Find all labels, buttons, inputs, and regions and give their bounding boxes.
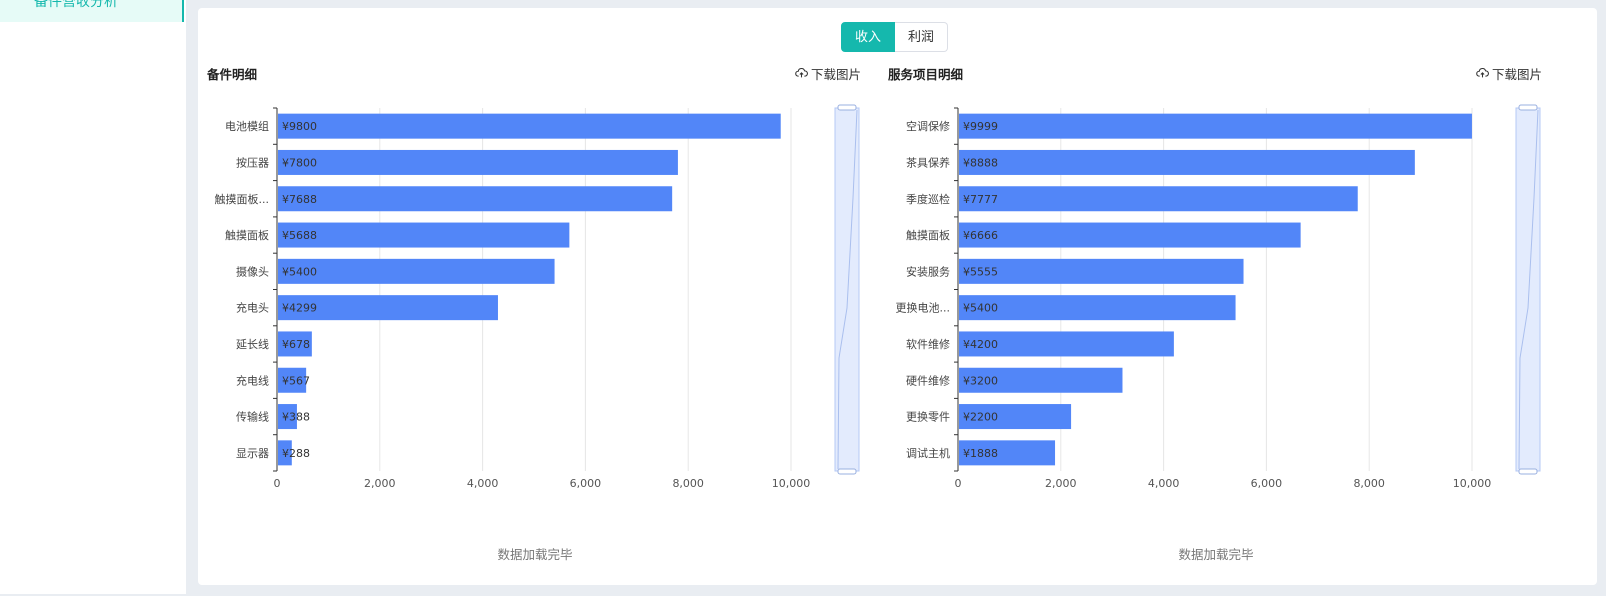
category-label: 软件维修 bbox=[906, 337, 950, 351]
bar bbox=[959, 367, 1123, 393]
download-label: 下载图片 bbox=[811, 67, 862, 82]
bar bbox=[278, 186, 673, 212]
x-tick-label: 8,000 bbox=[1353, 477, 1385, 490]
x-tick-label: 0 bbox=[274, 477, 281, 490]
services-bar-chart: 0 2,000 4,000 6,000 8,000 10,000 ¥9999 空调保修 ¥888… bbox=[896, 104, 1541, 490]
bar bbox=[959, 258, 1244, 284]
cloud-upload-icon bbox=[795, 66, 808, 82]
bar bbox=[278, 404, 297, 430]
divider bbox=[0, 594, 186, 596]
bar-value-label: ¥7800 bbox=[282, 156, 317, 169]
metric-toggle: 收入 利润 bbox=[841, 22, 949, 52]
bar bbox=[959, 149, 1415, 175]
x-tick-label: 0 bbox=[955, 477, 962, 490]
category-label: 触摸面板... bbox=[215, 192, 270, 206]
bar-value-label: ¥5555 bbox=[963, 265, 998, 278]
download-image-button-parts[interactable]: 下载图片 bbox=[795, 64, 861, 83]
bar bbox=[959, 331, 1174, 357]
bar-value-label: ¥9999 bbox=[963, 120, 998, 133]
category-label: 充电头 bbox=[236, 301, 269, 315]
category-label: 空调保修 bbox=[906, 119, 950, 133]
bar-value-label: ¥5400 bbox=[282, 265, 317, 278]
bar-value-label: ¥8888 bbox=[963, 156, 998, 169]
category-label: 季度巡检 bbox=[906, 192, 950, 206]
panel-title-services: 服务项目明细 bbox=[888, 67, 964, 82]
zoom-slider-preview bbox=[1518, 109, 1539, 470]
x-tick-label: 4,000 bbox=[467, 477, 499, 490]
category-label: 茶具保养 bbox=[906, 155, 950, 169]
download-label: 下载图片 bbox=[1492, 67, 1543, 82]
category-label: 调试主机 bbox=[906, 446, 950, 460]
category-label: 更换零件 bbox=[906, 410, 950, 424]
bar bbox=[278, 295, 498, 321]
sidebar: 备件营收分析 bbox=[0, 0, 186, 596]
x-tick-label: 4,000 bbox=[1148, 477, 1180, 490]
category-label: 电池模组 bbox=[225, 119, 269, 133]
bar-value-label: ¥9800 bbox=[282, 120, 317, 133]
category-label: 显示器 bbox=[236, 447, 269, 460]
category-label: 硬件维修 bbox=[906, 373, 950, 387]
bar-value-label: ¥678 bbox=[282, 338, 310, 351]
category-label: 传输线 bbox=[236, 410, 269, 424]
bar-value-label: ¥288 bbox=[282, 447, 310, 460]
category-label: 触摸面板 bbox=[906, 228, 950, 242]
category-label: 延长线 bbox=[236, 337, 269, 351]
load-status-parts: 数据加载完毕 bbox=[497, 547, 573, 562]
bar-value-label: ¥7688 bbox=[282, 193, 317, 206]
toggle-revenue[interactable]: 收入 bbox=[841, 22, 896, 52]
category-label: 安装服务 bbox=[906, 264, 950, 278]
bar-value-label: ¥4299 bbox=[282, 302, 317, 315]
bar bbox=[278, 440, 292, 466]
bar-value-label: ¥567 bbox=[282, 374, 310, 387]
parts-bar-chart: 0 2,000 4,000 6,000 8,000 10,000 ¥9800 电池模组 ¥780… bbox=[215, 104, 860, 490]
bar bbox=[959, 222, 1301, 248]
bar bbox=[959, 440, 1056, 466]
download-image-button-services[interactable]: 下载图片 bbox=[1476, 64, 1542, 83]
cloud-upload-icon bbox=[1476, 66, 1489, 82]
toggle-profit[interactable]: 利润 bbox=[895, 22, 949, 52]
load-status-services: 数据加载完毕 bbox=[1178, 547, 1254, 562]
bar-value-label: ¥6666 bbox=[963, 229, 998, 242]
zoom-slider-preview bbox=[837, 109, 858, 470]
zoom-slider-handle-bottom[interactable] bbox=[837, 468, 857, 475]
bar-value-label: ¥388 bbox=[282, 411, 310, 424]
x-tick-label: 2,000 bbox=[1045, 477, 1077, 490]
bar bbox=[278, 367, 307, 393]
bar bbox=[959, 186, 1358, 212]
bar-value-label: ¥5400 bbox=[963, 302, 998, 315]
zoom-slider-handle-top[interactable] bbox=[837, 104, 857, 111]
zoom-slider-handle-top[interactable] bbox=[1518, 104, 1538, 111]
bar bbox=[278, 113, 781, 139]
category-label: 按压器 bbox=[236, 155, 269, 169]
main-card: 收入 利润 备件明细 下载图片 服务项目明细 下载图片 0 2,000 4,000 6… bbox=[198, 8, 1597, 585]
bar bbox=[278, 149, 678, 175]
x-tick-label: 2,000 bbox=[364, 477, 396, 490]
sidebar-item-label: 备件营收分析 bbox=[34, 0, 118, 10]
bar-value-label: ¥7777 bbox=[963, 193, 998, 206]
zoom-slider-handle-bottom[interactable] bbox=[1518, 468, 1538, 475]
bar bbox=[278, 222, 570, 248]
sidebar-item-spare-parts-revenue[interactable]: 备件营收分析 bbox=[0, 0, 184, 22]
category-label: 摄像头 bbox=[236, 264, 269, 278]
bar bbox=[959, 113, 1472, 139]
category-label: 充电线 bbox=[236, 373, 269, 387]
bar bbox=[959, 295, 1236, 321]
bar-value-label: ¥2200 bbox=[963, 411, 998, 424]
x-tick-label: 8,000 bbox=[672, 477, 704, 490]
panel-title-parts: 备件明细 bbox=[207, 67, 258, 82]
category-label: 触摸面板 bbox=[225, 228, 269, 242]
bar-value-label: ¥1888 bbox=[963, 447, 998, 460]
bar-value-label: ¥3200 bbox=[963, 374, 998, 387]
bar bbox=[959, 404, 1072, 430]
category-label: 更换电池... bbox=[896, 301, 951, 315]
bar bbox=[278, 258, 555, 284]
x-tick-label: 10,000 bbox=[772, 477, 811, 490]
bar-value-label: ¥4200 bbox=[963, 338, 998, 351]
x-tick-label: 6,000 bbox=[1251, 477, 1283, 490]
bar-value-label: ¥5688 bbox=[282, 229, 317, 242]
x-tick-label: 6,000 bbox=[570, 477, 602, 490]
x-tick-label: 10,000 bbox=[1453, 477, 1492, 490]
bar bbox=[278, 331, 312, 357]
